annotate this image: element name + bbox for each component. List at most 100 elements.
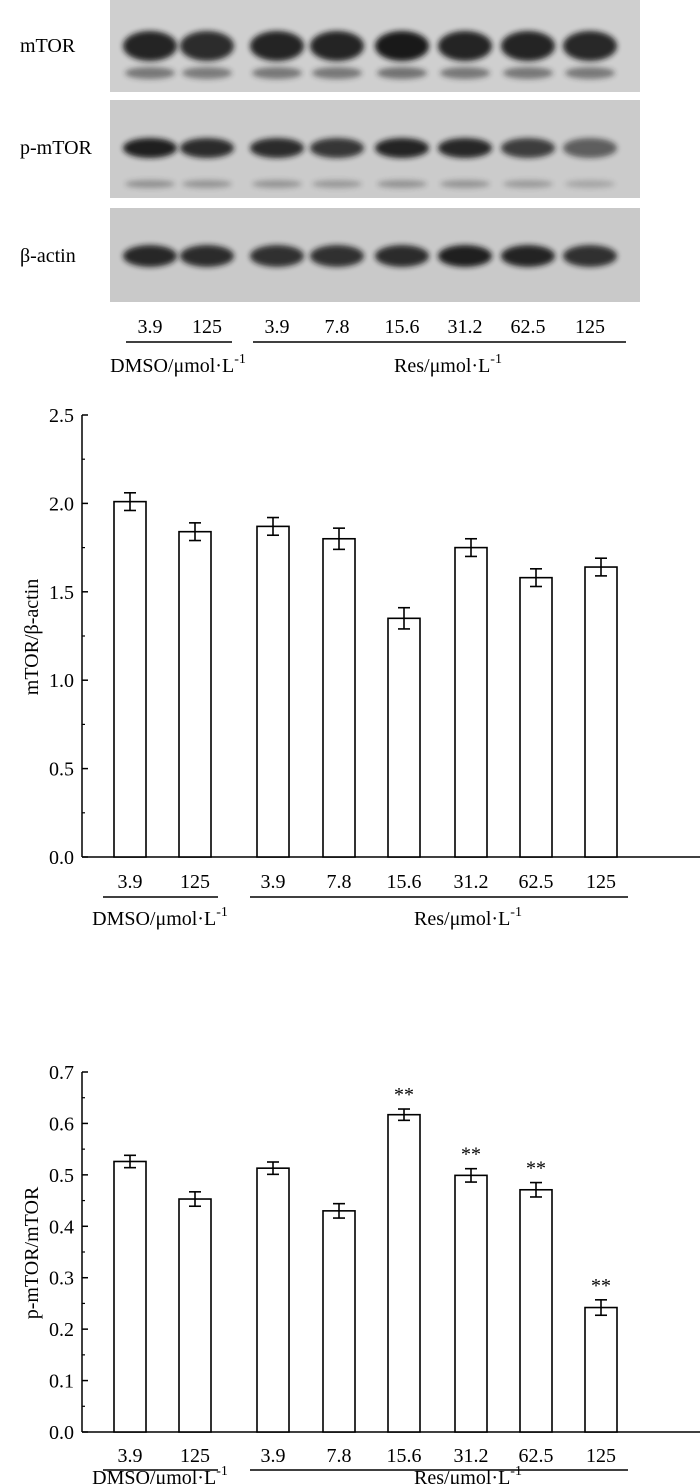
x-tick-label: 3.9 [118,871,143,893]
y-tick-label: 0.4 [49,1216,74,1238]
blot-band [438,31,492,61]
bar [113,1160,147,1433]
blot-band [123,245,177,267]
x-tick-label: 62.5 [519,871,554,893]
y-tick-label: 0.0 [49,1422,74,1444]
blot-band [438,245,492,267]
chart-2: 0.0 0.1 0.2 0.3 0.4 0.5 0.6 0.7 p-mTOR/mTOR ** ** *… [21,1062,700,1471]
blot-band-minor [440,67,490,79]
blot-band [310,245,364,267]
blot-band [375,245,429,267]
blot-band [501,31,555,61]
bar [584,566,618,858]
blot-band [250,31,304,61]
x-tick-label: 31.2 [454,1445,489,1467]
x-tick-label: 3.9 [261,871,286,893]
significance-label: ** [526,1158,546,1180]
bar [387,1113,421,1433]
blot-band-minor [377,180,427,188]
blot-band [563,138,617,158]
blot-group-label: Res/μmol·L-1 [394,352,502,377]
blot-band-minor [182,180,232,188]
y-axis-label: mTOR/β-actin [21,579,43,695]
blot-band-minor [125,180,175,188]
blot-band [501,138,555,158]
x-tick-label: 15.6 [387,871,422,893]
significance-label: ** [461,1144,481,1166]
blot-band [310,31,364,61]
bar [584,1306,618,1433]
y-tick-label: 0.7 [49,1062,74,1084]
blot-lane-label: 7.8 [325,316,350,338]
blot-band [375,138,429,158]
bar [256,1167,290,1433]
blot-lane-label: 125 [192,316,222,338]
blot-row-label: β-actin [20,245,76,267]
bar [178,530,212,858]
y-tick-label: 2.0 [49,493,74,515]
blot-band [180,31,234,61]
chart-1: 0.0 0.5 1.0 1.5 2.0 2.5 mTOR/β-actin 3.9 125 3.9 7… [21,405,700,898]
bar [256,525,290,858]
blot-band [180,138,234,158]
blot-lane-label: 125 [575,316,605,338]
blot-lane-label: 3.9 [265,316,290,338]
blot-row-label: mTOR [20,35,76,57]
group-label: Res/μmol·L-1 [414,905,522,930]
y-tick-label: 1.5 [49,582,74,604]
x-tick-label: 125 [180,871,210,893]
y-axis-label: p-mTOR/mTOR [21,1186,43,1319]
blot-band [123,31,177,61]
y-tick-label: 0.5 [49,1165,74,1187]
blot-band-minor [565,180,615,188]
bar [387,617,421,858]
blot-band [310,138,364,158]
bar [178,1198,212,1433]
blot-band-minor [377,67,427,79]
significance-label: ** [591,1275,611,1297]
blot-row-label: p-mTOR [20,137,93,159]
x-tick-label: 3.9 [118,1445,143,1467]
x-tick-label: 31.2 [454,871,489,893]
group-label: DMSO/μmol·L-1 [92,905,228,930]
blot-band [563,31,617,61]
x-tick-label: 7.8 [327,871,352,893]
bar [322,537,356,858]
blot-band [250,138,304,158]
blot-lane-label: 3.9 [138,316,163,338]
x-tick-label: 62.5 [519,1445,554,1467]
blot-band-minor [312,67,362,79]
blot-band-minor [125,67,175,79]
blot-group-label: DMSO/μmol·L-1 [110,352,246,377]
blot-band [563,245,617,267]
y-tick-label: 1.0 [49,670,74,692]
significance-label: ** [394,1084,414,1106]
bar [454,1174,488,1433]
blot-band [180,245,234,267]
x-tick-label: 125 [586,1445,616,1467]
blot-band-minor [252,67,302,79]
blot-band-minor [503,180,553,188]
y-tick-label: 2.5 [49,405,74,427]
y-tick-label: 0.6 [49,1113,74,1135]
blot-band [250,245,304,267]
blot-lane-label: 15.6 [385,316,420,338]
group-label: DMSO/μmol·L-1 [92,1464,228,1484]
blot-band-minor [312,180,362,188]
x-tick-label: 3.9 [261,1445,286,1467]
blot-band-minor [503,67,553,79]
group-label: Res/μmol·L-1 [414,1464,522,1484]
blot-band [123,138,177,158]
bar [519,576,553,858]
x-tick-label: 125 [586,871,616,893]
x-tick-label: 125 [180,1445,210,1467]
bar [454,546,488,858]
x-tick-label: 7.8 [327,1445,352,1467]
blot-band [438,138,492,158]
blot-band-minor [565,67,615,79]
blot-band-minor [440,180,490,188]
blot-band-minor [252,180,302,188]
y-tick-label: 0.5 [49,759,74,781]
x-tick-label: 15.6 [387,1445,422,1467]
